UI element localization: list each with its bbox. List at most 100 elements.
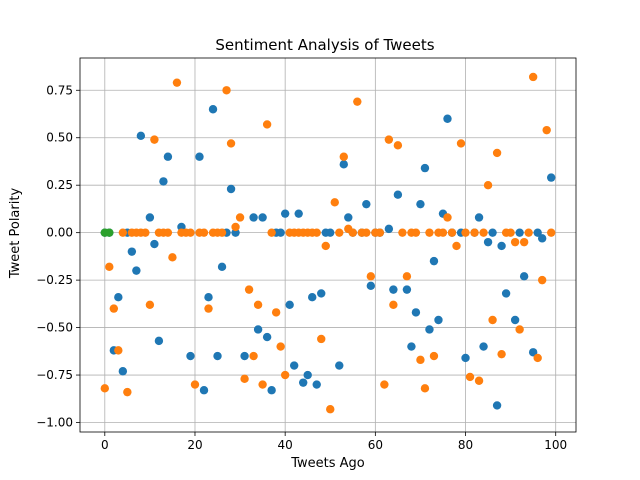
data-point xyxy=(488,315,497,325)
data-point xyxy=(253,325,263,334)
data-point xyxy=(114,346,123,355)
y-tick-label: 0.75 xyxy=(46,83,73,97)
y-axis-label: Tweet Polarity xyxy=(8,188,23,280)
data-point xyxy=(389,285,398,294)
data-point xyxy=(497,241,506,251)
data-point xyxy=(456,139,466,148)
data-point xyxy=(510,237,520,247)
y-tick-label: 0.25 xyxy=(46,178,73,192)
data-point xyxy=(452,241,461,251)
data-point xyxy=(402,272,412,281)
data-point xyxy=(420,163,430,173)
y-tick-label: 0.50 xyxy=(46,131,73,145)
data-point xyxy=(366,281,376,291)
data-point xyxy=(267,386,276,395)
data-point xyxy=(132,266,141,275)
series-3 xyxy=(100,228,114,237)
data-point xyxy=(429,256,439,266)
data-point xyxy=(312,380,321,389)
data-point xyxy=(362,228,371,237)
y-tick-label: −0.75 xyxy=(36,368,73,382)
data-point xyxy=(519,237,529,247)
data-point xyxy=(204,304,213,313)
data-point xyxy=(474,213,484,222)
data-point xyxy=(123,387,132,397)
data-point xyxy=(258,380,267,389)
data-point xyxy=(375,228,385,237)
data-point xyxy=(240,351,249,361)
series-2 xyxy=(100,72,556,414)
data-point xyxy=(393,141,403,150)
data-point xyxy=(461,228,470,237)
data-point xyxy=(145,213,155,222)
data-point xyxy=(136,131,146,141)
data-point xyxy=(217,228,227,237)
data-point xyxy=(533,353,542,363)
data-point xyxy=(339,160,348,169)
data-point xyxy=(141,228,150,237)
data-point xyxy=(199,228,209,237)
data-point xyxy=(528,348,538,357)
data-point xyxy=(280,370,290,380)
data-point xyxy=(294,209,303,218)
data-point xyxy=(384,135,394,144)
data-point xyxy=(118,228,128,237)
data-point xyxy=(285,300,294,310)
data-point xyxy=(226,184,236,194)
data-point xyxy=(398,228,407,237)
data-point xyxy=(231,222,240,232)
data-point xyxy=(492,401,502,410)
data-point xyxy=(434,315,443,325)
data-point xyxy=(262,332,272,342)
data-point xyxy=(416,355,425,365)
data-point xyxy=(353,97,362,106)
data-point xyxy=(303,370,312,380)
data-point xyxy=(429,351,439,361)
data-point xyxy=(172,78,182,87)
data-point xyxy=(308,293,317,302)
data-point xyxy=(217,262,227,272)
data-point xyxy=(163,228,173,237)
data-point xyxy=(492,148,502,158)
data-point xyxy=(289,361,299,370)
data-point xyxy=(330,198,339,207)
x-tick-label: 100 xyxy=(544,438,567,452)
data-point xyxy=(425,325,434,334)
data-point xyxy=(258,213,267,222)
data-point xyxy=(479,342,488,351)
data-point xyxy=(411,228,421,237)
data-point xyxy=(186,351,195,361)
y-tick-label: −1.00 xyxy=(36,416,73,430)
data-point xyxy=(326,228,335,237)
data-point xyxy=(420,384,430,393)
data-point xyxy=(470,228,479,237)
data-point xyxy=(537,275,547,285)
data-point xyxy=(339,152,348,161)
y-axis-ticks: −1.00 −0.75 −0.50 −0.25 0.00 0.25 0.50 0.75 xyxy=(36,83,80,430)
data-point xyxy=(114,293,123,302)
data-point xyxy=(515,228,524,237)
data-point xyxy=(213,351,222,361)
data-point xyxy=(465,372,475,382)
x-tick-label: 0 xyxy=(101,438,109,452)
data-point xyxy=(461,353,470,363)
data-point xyxy=(483,237,493,247)
data-point xyxy=(515,325,524,334)
data-point xyxy=(384,224,394,234)
data-point xyxy=(186,228,195,237)
data-point xyxy=(348,228,357,237)
plot-frame xyxy=(79,57,577,433)
data-point xyxy=(425,228,434,237)
data-point xyxy=(204,293,213,302)
data-point xyxy=(154,336,164,346)
data-point xyxy=(105,228,114,237)
chart-title: Sentiment Analysis of Tweets xyxy=(215,36,434,54)
data-point xyxy=(335,228,344,237)
data-point xyxy=(389,300,398,310)
data-point xyxy=(208,105,218,114)
data-point xyxy=(118,367,128,376)
data-point xyxy=(321,241,330,251)
data-point xyxy=(547,173,556,182)
data-point xyxy=(506,228,515,237)
